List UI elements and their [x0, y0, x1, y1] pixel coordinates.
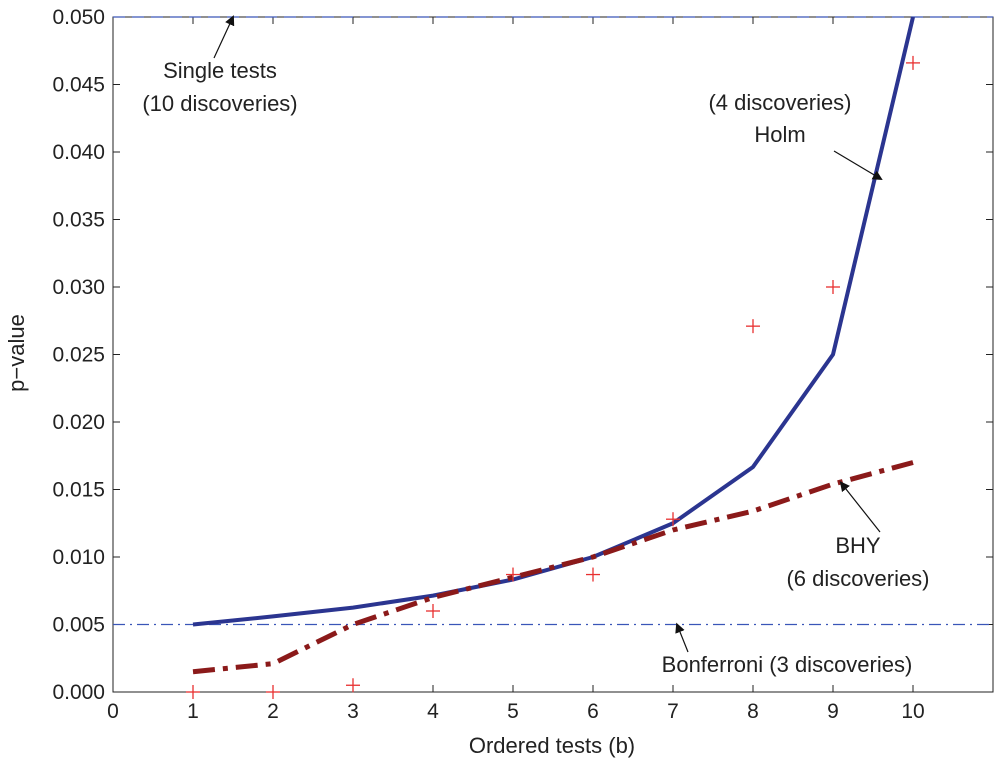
bonferroni-annotation-label: Bonferroni (3 discoveries) — [662, 652, 913, 677]
bhy-annotation-arrow — [839, 481, 881, 533]
x-tick-label: 2 — [267, 700, 279, 723]
y-axis-title: p−value — [4, 314, 29, 392]
y-tick-label: 0.040 — [52, 141, 105, 164]
x-tick-label: 0 — [107, 700, 119, 723]
y-tick-label: 0.015 — [52, 479, 105, 502]
x-tick-label: 7 — [667, 700, 679, 723]
p-value-marker — [746, 319, 760, 334]
reference-lines — [113, 16, 993, 626]
axes: 0 1 2 3 4 5 6 7 8 9 10 0.000 0.005 0.010 0.015 0.020 0.0… — [52, 6, 994, 723]
x-tick-label: 3 — [347, 700, 359, 723]
single-tests-annotation-label: Single tests — [163, 58, 277, 83]
p-value-marker — [506, 567, 520, 582]
p-value-marker — [266, 685, 280, 699]
y-tick-label: 0.035 — [52, 209, 105, 232]
holm-annotation-label: (4 discoveries) — [708, 90, 851, 115]
y-tick-label: 0.045 — [52, 74, 105, 97]
bhy-annotation-label: (6 discoveries) — [786, 566, 929, 591]
single-tests-annotation-arrow — [213, 15, 235, 59]
x-tick-label: 1 — [187, 700, 199, 723]
p-value-marker — [426, 604, 440, 618]
y-tick-label: 0.030 — [52, 276, 105, 299]
x-tick-label: 8 — [747, 700, 759, 723]
p-value-marker — [346, 678, 360, 693]
x-tick-label: 4 — [427, 700, 439, 723]
series — [186, 16, 920, 699]
x-tick-label: 5 — [507, 700, 519, 723]
annotations: Single tests (10 discoveries) (4 discoveri… — [142, 15, 930, 677]
x-tick-label: 9 — [827, 700, 839, 723]
y-tick-label: 0.005 — [52, 614, 105, 637]
p-value-marker — [586, 567, 600, 582]
y-tick-label: 0.010 — [52, 546, 105, 569]
bhy-line — [192, 460, 914, 675]
p-value-marker — [186, 685, 200, 699]
p-value-marker — [826, 280, 840, 294]
p-value-marker — [906, 55, 920, 70]
bhy-annotation-label: BHY — [835, 533, 881, 558]
y-tick-label: 0.020 — [52, 411, 105, 434]
y-tick-label: 0.000 — [52, 681, 105, 704]
y-tick-label: 0.050 — [52, 6, 105, 29]
holm-annotation-arrow — [833, 150, 883, 181]
holm-annotation-label: Holm — [754, 122, 805, 147]
bonferroni-annotation-arrow — [675, 622, 689, 653]
single-tests-annotation-label: (10 discoveries) — [142, 91, 297, 116]
x-tick-label: 6 — [587, 700, 599, 723]
x-tick-label: 10 — [901, 700, 924, 723]
y-tick-label: 0.025 — [52, 344, 105, 367]
x-axis-title: Ordered tests (b) — [469, 733, 635, 758]
p-value-marker — [666, 512, 680, 527]
